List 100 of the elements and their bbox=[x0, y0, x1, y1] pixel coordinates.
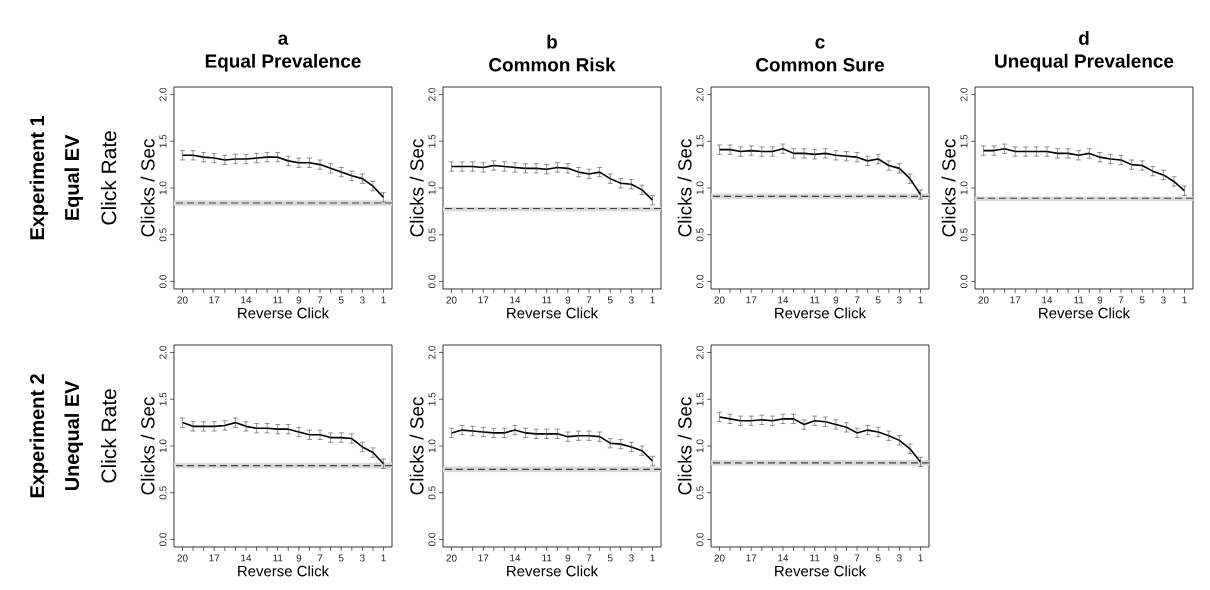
x-tick-label: 7 bbox=[586, 554, 592, 562]
x-tick-label: 14 bbox=[241, 296, 252, 304]
x-tick-label: 11 bbox=[273, 296, 283, 304]
x-tick-label: 1 bbox=[650, 296, 655, 304]
y-axis-title: Clicks / Sec bbox=[409, 139, 424, 237]
x-tick-label: 11 bbox=[810, 554, 820, 562]
x-tick-label: 3 bbox=[628, 296, 634, 304]
x-tick-label: 7 bbox=[854, 296, 860, 304]
x-tick-label: 5 bbox=[607, 296, 613, 304]
y-tick-label: 0.0 bbox=[428, 532, 436, 547]
y-tick-label: 1.5 bbox=[696, 134, 704, 148]
text: Experiment 1 bbox=[29, 115, 49, 240]
y-tick-label: 0.0 bbox=[159, 532, 167, 547]
text: Unequal EV bbox=[64, 380, 84, 491]
x-tick-label: 20 bbox=[978, 296, 989, 304]
line-series bbox=[718, 147, 922, 196]
x-tick-label: 14 bbox=[778, 296, 789, 304]
x-tick-label: 7 bbox=[317, 554, 323, 562]
y-tick-label: 2.0 bbox=[960, 87, 968, 101]
y-axis-title: Clicks / Sec bbox=[677, 139, 692, 237]
x-tick-label: 1 bbox=[650, 554, 655, 562]
x-tick-label: 20 bbox=[177, 296, 188, 304]
x-tick-label: 3 bbox=[359, 296, 365, 304]
y-tick-label: 1.0 bbox=[428, 439, 436, 453]
x-tick-label: 9 bbox=[1097, 296, 1103, 304]
x-tick-label: 3 bbox=[628, 554, 634, 562]
x-tick-label: 9 bbox=[296, 296, 302, 304]
x-axis-title: Reverse Click bbox=[507, 565, 599, 577]
y-tick-label: 0.0 bbox=[960, 274, 968, 289]
y-tick-label: 1.5 bbox=[696, 392, 704, 406]
x-axis-title: Reverse Click bbox=[238, 307, 330, 319]
x-tick-label: 17 bbox=[478, 296, 489, 304]
line-series bbox=[181, 154, 385, 199]
x-tick-label: 14 bbox=[1042, 296, 1053, 304]
chart-title: b bbox=[547, 34, 557, 49]
x-tick-label: 3 bbox=[896, 296, 902, 304]
y-tick-label: 2.0 bbox=[159, 345, 167, 359]
y-tick-label: 1.5 bbox=[960, 134, 968, 148]
y-tick-label: 2.0 bbox=[696, 87, 704, 101]
x-tick-label: 1 bbox=[918, 554, 923, 562]
x-tick-label: 9 bbox=[565, 296, 571, 304]
y-tick-label: 0.5 bbox=[159, 228, 167, 242]
y-tick-label: 0.5 bbox=[428, 228, 436, 242]
y-axis-title: Clicks / Sec bbox=[140, 397, 155, 495]
x-tick-label: 20 bbox=[446, 296, 457, 304]
chart-title: a bbox=[278, 34, 289, 45]
x-tick-label: 9 bbox=[833, 296, 839, 304]
x-axis-title: Reverse Click bbox=[1039, 307, 1131, 319]
x-tick-label: 11 bbox=[810, 296, 820, 304]
y-tick-label: 0.5 bbox=[696, 486, 704, 500]
y-tick-label: 1.0 bbox=[428, 181, 436, 195]
chart-title: d bbox=[1079, 30, 1089, 45]
x-tick-label: 17 bbox=[209, 554, 220, 562]
x-tick-label: 9 bbox=[565, 554, 571, 562]
chart-subtitle: Equal Prevalence bbox=[205, 53, 361, 72]
y-tick-label: 1.5 bbox=[159, 134, 167, 148]
x-tick-label: 5 bbox=[875, 554, 881, 562]
x-tick-label: 7 bbox=[586, 296, 592, 304]
y-tick-label: 2.0 bbox=[696, 345, 704, 359]
y-tick-label: 0.0 bbox=[696, 532, 704, 547]
x-tick-label: 7 bbox=[1118, 296, 1124, 304]
x-tick-label: 17 bbox=[1010, 296, 1021, 304]
x-tick-label: 7 bbox=[854, 554, 860, 562]
x-tick-label: 14 bbox=[510, 554, 521, 562]
x-axis-title: Reverse Click bbox=[507, 307, 599, 319]
x-axis-title: Reverse Click bbox=[238, 565, 330, 577]
x-tick-label: 14 bbox=[778, 554, 789, 562]
y-axis-title: Clicks / Sec bbox=[941, 139, 956, 237]
chart-subtitle: Common Risk bbox=[489, 57, 616, 72]
x-tick-label: 20 bbox=[714, 296, 725, 304]
x-tick-label: 17 bbox=[478, 554, 489, 562]
x-tick-label: 9 bbox=[296, 554, 302, 562]
y-tick-label: 1.5 bbox=[159, 392, 167, 406]
y-tick-label: 0.5 bbox=[960, 228, 968, 242]
x-tick-label: 1 bbox=[381, 296, 386, 304]
x-axis-title: Reverse Click bbox=[775, 307, 867, 319]
x-tick-label: 1 bbox=[1182, 296, 1187, 304]
y-tick-label: 2.0 bbox=[428, 87, 436, 101]
y-axis-title: Clicks / Sec bbox=[140, 139, 155, 237]
y-tick-label: 0.0 bbox=[159, 274, 167, 289]
y-tick-label: 0.5 bbox=[159, 486, 167, 500]
text: Experiment 2 bbox=[29, 374, 49, 498]
x-tick-label: 7 bbox=[317, 296, 323, 304]
x-tick-label: 1 bbox=[381, 554, 386, 562]
y-tick-label: 1.0 bbox=[159, 181, 167, 195]
x-tick-label: 5 bbox=[338, 554, 344, 562]
x-tick-label: 17 bbox=[209, 296, 220, 304]
x-tick-label: 1 bbox=[918, 296, 923, 304]
y-tick-label: 2.0 bbox=[428, 345, 436, 359]
x-tick-label: 20 bbox=[714, 554, 725, 562]
y-tick-label: 1.0 bbox=[960, 181, 968, 195]
y-tick-label: 1.5 bbox=[428, 392, 436, 406]
x-tick-label: 11 bbox=[542, 554, 552, 562]
x-tick-label: 5 bbox=[338, 296, 344, 304]
x-axis-title: Reverse Click bbox=[775, 565, 867, 577]
x-tick-label: 3 bbox=[1160, 296, 1166, 304]
x-tick-label: 5 bbox=[875, 296, 881, 304]
y-tick-label: 0.0 bbox=[696, 274, 704, 289]
text: Click Rate bbox=[100, 389, 117, 483]
y-tick-label: 0.5 bbox=[428, 486, 436, 500]
